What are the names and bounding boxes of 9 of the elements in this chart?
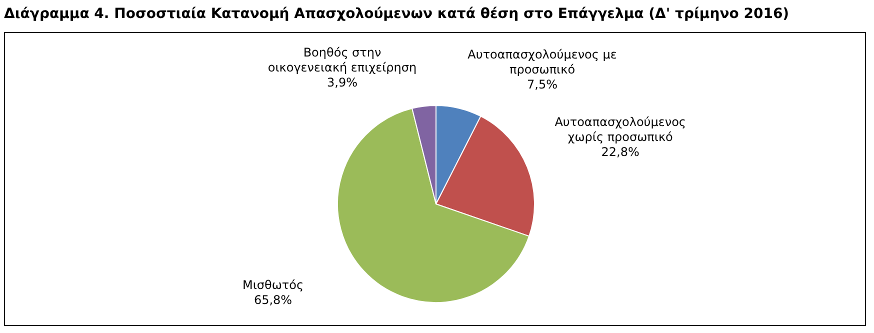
data-label: 22,8%	[601, 145, 640, 160]
slice-label: Μισθωτός	[242, 278, 304, 292]
data-label: 3,9%	[327, 75, 358, 90]
slice-label: Αυτοαπασχολούμενος με προσωπικό	[468, 48, 617, 77]
slice-label: Βοηθός στην οικογενειακή επιχείρηση	[268, 45, 417, 74]
data-label: 65,8%	[254, 293, 292, 308]
chart-title: Διάγραμμα 4. Ποσοστιαία Κατανομή Απασχολούμενων κατά θέση στο Επάγγελμα (Δ' τρίμηνο 2016)	[4, 6, 790, 22]
slice-label: Αυτοαπασχολούμενος χωρίς προσωπικό	[554, 115, 686, 144]
data-label: 7,5%	[527, 78, 558, 92]
